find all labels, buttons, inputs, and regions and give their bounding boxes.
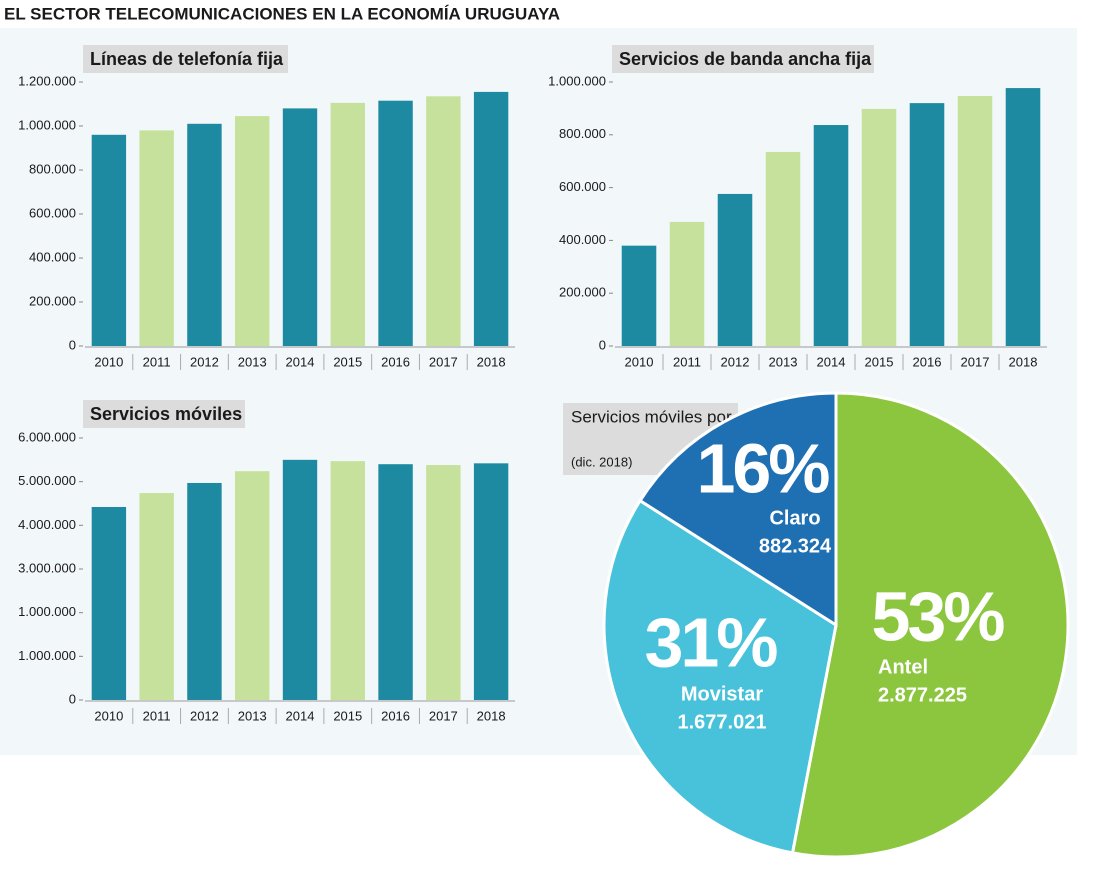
y-tick-label: 0 xyxy=(69,691,76,706)
y-tick-label: 1.000.000 xyxy=(18,117,76,132)
bar xyxy=(426,96,461,346)
x-tick-label: 2013 xyxy=(238,708,267,723)
chart-title: Servicios de banda ancha fija xyxy=(619,49,872,69)
x-tick-label: 2010 xyxy=(94,354,123,369)
bar xyxy=(378,464,413,700)
bar xyxy=(235,116,270,346)
bar xyxy=(139,130,174,346)
y-tick-label: 200.000 xyxy=(559,285,606,300)
bar xyxy=(235,471,270,700)
x-tick-label: 2018 xyxy=(477,354,506,369)
x-tick-label: 2013 xyxy=(238,354,267,369)
bar xyxy=(330,102,365,347)
y-tick-label: 3.000.000 xyxy=(18,560,76,575)
x-tick-label: 2011 xyxy=(673,354,701,369)
slice-percent: 16% xyxy=(696,429,829,507)
x-tick-label: 2015 xyxy=(333,354,362,369)
y-tick-label: 0 xyxy=(599,337,606,352)
y-tick-label: 400.000 xyxy=(559,232,606,247)
y-tick-label: 1.000.000 xyxy=(18,648,76,663)
x-tick-label: 2014 xyxy=(286,354,315,369)
slice-name: Movistar xyxy=(681,683,763,705)
y-tick-label: 600.000 xyxy=(29,205,76,220)
bar xyxy=(861,108,897,346)
y-tick-label: 400.000 xyxy=(29,249,76,264)
x-tick-label: 2016 xyxy=(913,354,942,369)
slice-count: 2.877.225 xyxy=(878,684,967,706)
chart-title-box xyxy=(83,45,288,73)
x-tick-label: 2010 xyxy=(625,354,654,369)
x-tick-label: 2010 xyxy=(94,708,123,723)
bar xyxy=(282,108,318,347)
bar xyxy=(378,100,413,346)
x-tick-label: 2013 xyxy=(769,354,798,369)
x-tick-label: 2018 xyxy=(1009,354,1038,369)
y-tick-label: 4.000.000 xyxy=(18,517,76,532)
bar xyxy=(91,134,127,346)
x-tick-label: 2012 xyxy=(721,354,750,369)
x-tick-label: 2018 xyxy=(477,708,506,723)
page-title: EL SECTOR TELECOMUNICACIONES EN LA ECONO… xyxy=(4,4,560,23)
x-tick-label: 2016 xyxy=(381,708,410,723)
pie-slice xyxy=(790,391,1070,859)
x-tick-label: 2016 xyxy=(381,354,410,369)
bar xyxy=(473,463,509,700)
bar xyxy=(717,193,753,346)
bar xyxy=(187,123,222,346)
bar xyxy=(426,465,461,700)
bar xyxy=(473,91,509,347)
y-tick-label: 5.000.000 xyxy=(18,473,76,488)
y-tick-label: 600.000 xyxy=(559,179,606,194)
pie-slice xyxy=(638,391,838,628)
chart-title-box xyxy=(83,400,245,428)
chart-title: Servicios móviles xyxy=(90,404,242,424)
slice-count: 882.324 xyxy=(759,535,832,557)
y-tick-label: 1.200.000 xyxy=(18,73,76,88)
chart-title: Líneas de telefonía fija xyxy=(90,49,284,69)
slice-count: 1.677.021 xyxy=(678,711,767,733)
slice-percent: 31% xyxy=(644,603,777,681)
bar xyxy=(621,245,657,346)
chart-subtitle: (dic. 2018) xyxy=(571,454,632,469)
bar xyxy=(765,151,801,346)
x-tick-label: 2014 xyxy=(286,708,315,723)
y-tick-label: 0 xyxy=(69,337,76,352)
bar xyxy=(909,103,945,347)
bar xyxy=(813,125,849,346)
x-tick-label: 2015 xyxy=(333,708,362,723)
chart-title-box xyxy=(612,45,874,73)
x-tick-label: 2017 xyxy=(429,708,458,723)
x-tick-label: 2012 xyxy=(190,708,219,723)
bar xyxy=(1005,88,1041,347)
bar xyxy=(91,506,127,700)
y-tick-label: 1.000.000 xyxy=(548,73,606,88)
x-tick-label: 2011 xyxy=(143,708,171,723)
x-tick-label: 2017 xyxy=(961,354,990,369)
x-tick-label: 2012 xyxy=(190,354,219,369)
x-tick-label: 2011 xyxy=(143,354,171,369)
bar xyxy=(669,221,705,346)
x-tick-label: 2015 xyxy=(865,354,894,369)
y-tick-label: 800.000 xyxy=(559,126,606,141)
bar xyxy=(187,482,222,700)
y-tick-label: 200.000 xyxy=(29,293,76,308)
y-tick-label: 800.000 xyxy=(29,161,76,176)
x-tick-label: 2017 xyxy=(429,354,458,369)
bar xyxy=(957,95,993,346)
y-tick-label: 1.000.000 xyxy=(18,604,76,619)
bar xyxy=(282,459,318,700)
slice-name: Antel xyxy=(878,656,928,678)
x-tick-label: 2014 xyxy=(817,354,846,369)
slice-name: Claro xyxy=(769,507,820,529)
slice-percent: 53% xyxy=(871,577,1004,655)
bar xyxy=(330,461,365,700)
y-tick-label: 6.000.000 xyxy=(18,429,76,444)
bar xyxy=(139,493,174,700)
